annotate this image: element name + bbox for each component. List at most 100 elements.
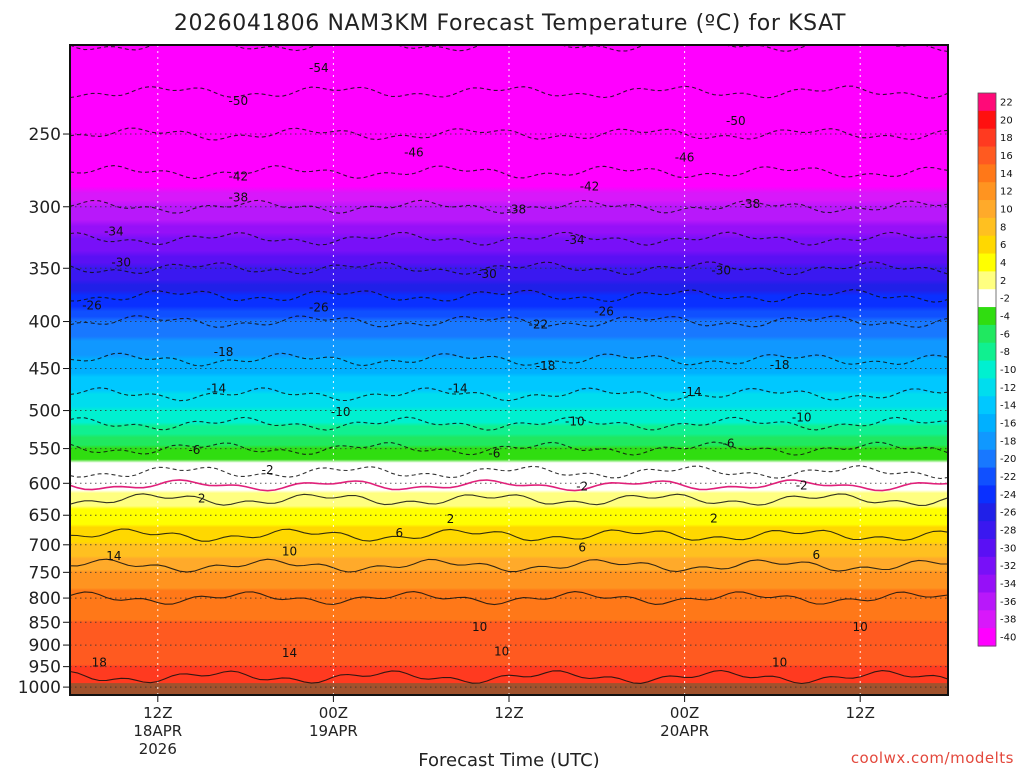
contour-label: -10 bbox=[792, 411, 812, 425]
credit-text: coolwx.com/modelts bbox=[851, 749, 1014, 767]
isotherm--2 bbox=[70, 465, 948, 480]
freezing-line bbox=[70, 479, 948, 492]
colorbar-label: -32 bbox=[1000, 561, 1016, 572]
contour-label: -34 bbox=[104, 224, 124, 238]
contour-label: 18 bbox=[92, 655, 107, 669]
contour-label: -38 bbox=[506, 202, 526, 216]
colorbar-label: 6 bbox=[1000, 240, 1006, 251]
colorbar-label: -28 bbox=[1000, 526, 1016, 537]
contour-label: -26 bbox=[309, 300, 329, 314]
y-tick-label-700: 700 bbox=[29, 536, 61, 556]
plot-area: -54 -50 -50 -46 -46 -42 -42 -38 -38 -38 -34 -34 -30 -… bbox=[70, 45, 948, 695]
colorbar-label: -22 bbox=[1000, 472, 1016, 483]
colorbar-label: -40 bbox=[1000, 633, 1016, 644]
x-tick-label: 12Z bbox=[143, 704, 172, 722]
contour-label: -6 bbox=[488, 447, 500, 461]
y-tick-label-950: 950 bbox=[29, 658, 61, 678]
y-tick-label-450: 450 bbox=[29, 360, 61, 380]
contour-label: -42 bbox=[228, 169, 248, 183]
colorbar-label: -24 bbox=[1000, 490, 1016, 501]
isotherm--22 bbox=[70, 315, 948, 328]
y-tick-label-750: 750 bbox=[29, 563, 61, 583]
colorbar-swatch--40 bbox=[978, 628, 996, 647]
isotherm-14 bbox=[70, 591, 948, 606]
x-axis-label: Forecast Time (UTC) bbox=[418, 750, 599, 768]
colorbar-label: 8 bbox=[1000, 222, 1006, 233]
colorbar-swatch-6 bbox=[978, 235, 996, 255]
colorbar-label: 14 bbox=[1000, 169, 1013, 180]
colorbar-label: 4 bbox=[1000, 258, 1006, 269]
contour-label: -2 bbox=[796, 478, 808, 492]
colorbar-swatch--2 bbox=[978, 289, 996, 308]
colorbar-swatch-10 bbox=[978, 200, 996, 219]
colorbar-swatch--34 bbox=[978, 574, 996, 594]
contour-label: -34 bbox=[565, 233, 585, 247]
contour-label: 6 bbox=[812, 548, 820, 562]
x-tick-label: 19APR bbox=[309, 722, 358, 740]
contour-label: 6 bbox=[578, 541, 586, 555]
colorbar-swatch-2 bbox=[978, 271, 996, 290]
colorbar-label: 20 bbox=[1000, 115, 1013, 126]
contour-label: -46 bbox=[675, 150, 695, 164]
colorbar-swatch--16 bbox=[978, 414, 996, 433]
y-tick-label-850: 850 bbox=[29, 613, 61, 633]
colorbar-swatch--28 bbox=[978, 521, 996, 540]
contour-label: -6 bbox=[723, 437, 735, 451]
colorbar-swatch--36 bbox=[978, 592, 996, 611]
isotherm--38 bbox=[70, 199, 948, 214]
isotherm--10 bbox=[70, 416, 948, 431]
contour-label: -26 bbox=[82, 298, 102, 312]
colorbar-label: -8 bbox=[1000, 347, 1010, 358]
contour-label: 6 bbox=[395, 526, 403, 540]
colorbar-swatch--32 bbox=[978, 556, 996, 576]
colorbar-swatch-12 bbox=[978, 182, 996, 201]
x-tick-label: 18APR bbox=[133, 722, 182, 740]
colorbar-swatch--4 bbox=[978, 307, 996, 326]
contour-label: 10 bbox=[772, 655, 787, 669]
contour-label: -18 bbox=[536, 359, 556, 373]
isotherm-18 bbox=[70, 669, 948, 685]
colorbar-label: -10 bbox=[1000, 365, 1016, 376]
isotherm-6 bbox=[70, 528, 948, 542]
colorbar-frame bbox=[977, 92, 997, 647]
contour-label: 10 bbox=[472, 620, 487, 634]
ground-below-surface bbox=[70, 683, 948, 695]
color-scale-legend: 22 20 18 16 14 12 10 8 6 4 2 -2 -4 -6 -8 -10 -12 -14 -16 -1… bbox=[977, 92, 1016, 647]
colorbar-swatch--30 bbox=[978, 538, 996, 558]
isotherm--54 bbox=[70, 45, 948, 53]
y-tick-label-250: 250 bbox=[29, 125, 61, 145]
x-tick-label: 12Z bbox=[846, 704, 875, 722]
contour-label: -38 bbox=[741, 197, 761, 211]
contour-label: -50 bbox=[726, 114, 746, 128]
contour-label: -2 bbox=[576, 480, 588, 494]
contour-label: 2 bbox=[710, 511, 718, 525]
colorbar-label: -18 bbox=[1000, 436, 1016, 447]
colorbar-swatch--18 bbox=[978, 431, 996, 451]
contour-label: -30 bbox=[111, 256, 131, 270]
isotherm-lines bbox=[70, 45, 948, 685]
colorbar-label: 22 bbox=[1000, 97, 1013, 108]
contour-label: -22 bbox=[528, 318, 548, 332]
contour-label: -18 bbox=[770, 358, 790, 372]
isotherm--30 bbox=[70, 261, 948, 276]
contour-label: 2 bbox=[447, 512, 455, 526]
colorbar-swatch-14 bbox=[978, 164, 996, 183]
grid-lines bbox=[70, 45, 948, 695]
isotherm--6 bbox=[70, 441, 948, 456]
colorbar-label: -6 bbox=[1000, 329, 1010, 340]
contour-label: 2 bbox=[198, 491, 206, 505]
contour-label: 10 bbox=[494, 645, 509, 659]
contour-label: -10 bbox=[565, 415, 585, 429]
colorbar-label: 12 bbox=[1000, 187, 1013, 198]
colorbar-swatch-16 bbox=[978, 146, 996, 165]
contour-label: -14 bbox=[682, 385, 702, 399]
contour-label: -10 bbox=[331, 405, 351, 419]
colorbar-label: -30 bbox=[1000, 543, 1016, 554]
colorbar-swatch--14 bbox=[978, 396, 996, 415]
contour-label: -30 bbox=[711, 264, 731, 278]
isotherm--46 bbox=[70, 127, 948, 141]
isotherm--50 bbox=[70, 85, 948, 99]
colorbar-label: 18 bbox=[1000, 133, 1013, 144]
colorbar-label: -38 bbox=[1000, 615, 1016, 626]
y-tick-label-800: 800 bbox=[29, 589, 61, 609]
